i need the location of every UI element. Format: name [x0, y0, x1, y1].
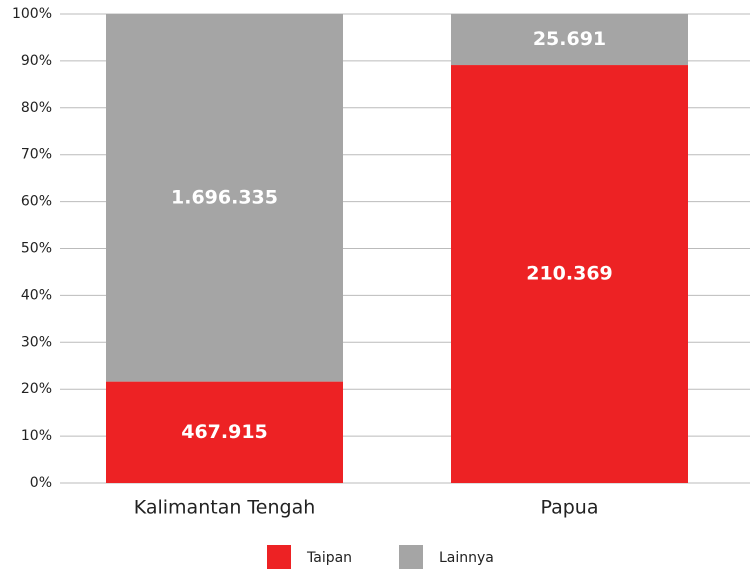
y-tick-label: 0% [30, 475, 52, 491]
bar-segment [106, 381, 343, 483]
y-tick-label: 100% [12, 6, 52, 22]
value-label: 210.369 [526, 263, 613, 285]
value-label: 25.691 [533, 28, 606, 50]
bar-segment [451, 65, 688, 483]
x-tick-label: Kalimantan Tengah [134, 497, 316, 519]
y-tick-label: 50% [21, 241, 52, 257]
legend-swatch [267, 545, 291, 569]
value-label: 467.915 [181, 421, 268, 443]
y-tick-label: 60% [21, 194, 52, 210]
x-tick-label: Papua [541, 497, 599, 519]
legend-label: Lainnya [439, 550, 494, 566]
y-tick-label: 10% [21, 428, 52, 444]
bar-segment [451, 14, 688, 66]
y-tick-label: 80% [21, 100, 52, 116]
y-tick-label: 30% [21, 334, 52, 350]
legend-label: Taipan [306, 550, 352, 566]
value-label: 1.696.335 [171, 186, 278, 208]
bar-segment [106, 14, 343, 382]
y-tick-label: 40% [21, 287, 52, 303]
legend-swatch [399, 545, 423, 569]
y-tick-label: 90% [21, 53, 52, 69]
y-tick-label: 70% [21, 147, 52, 163]
y-tick-label: 20% [21, 381, 52, 397]
